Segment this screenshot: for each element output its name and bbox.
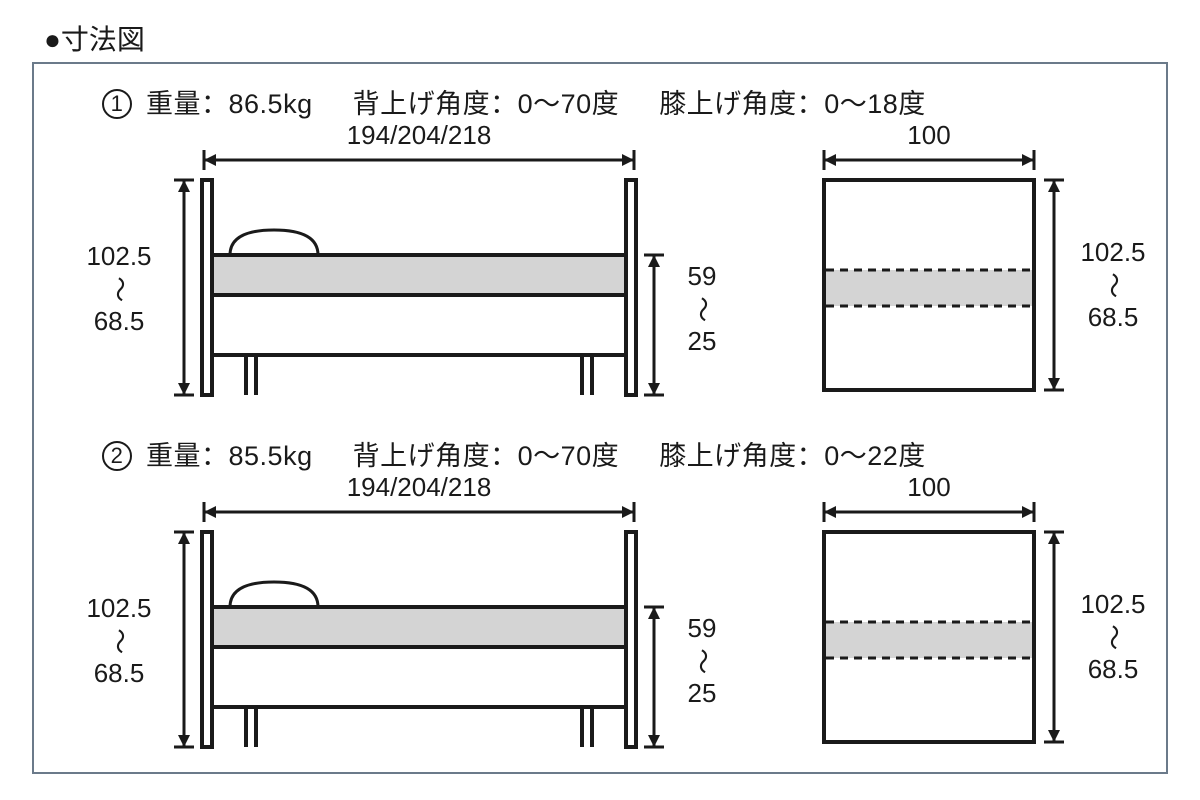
weight-value: 86.5kg: [229, 89, 313, 119]
bed-row-1: 1 重量：86.5kg 背上げ角度：0～70度 膝上げ角度：0～18度: [34, 70, 1166, 420]
front-right-height-dim: 102.5 ～ 68.5: [1068, 588, 1158, 686]
weight-label: 重量：: [146, 89, 229, 119]
spec-line-2: 2 重量：85.5kg 背上げ角度：0～70度 膝上げ角度：0～22度: [102, 434, 926, 473]
diagram-frame: 1 重量：86.5kg 背上げ角度：0～70度 膝上げ角度：0～18度: [32, 62, 1168, 774]
side-view-svg: [74, 120, 734, 410]
side-length-dim: 194/204/218: [314, 472, 524, 503]
knee-angle-label: 膝上げ角度：: [659, 441, 824, 471]
side-right-height-dim: 59 ～ 25: [672, 612, 732, 710]
weight-value: 85.5kg: [229, 441, 313, 471]
front-view-2: 100 102.5 ～ 68.5: [794, 472, 1154, 762]
tilde-icon: ～: [103, 244, 136, 334]
tilde-icon: ～: [1097, 592, 1130, 682]
tilde-icon: ～: [1097, 240, 1130, 330]
tilde-icon: ～: [686, 631, 719, 691]
knee-angle-label: 膝上げ角度：: [659, 89, 824, 119]
tilde-icon: ～: [686, 279, 719, 339]
back-angle-value: 0～70度: [518, 441, 620, 471]
back-angle-value: 0～70度: [518, 89, 620, 119]
spec-line-1: 1 重量：86.5kg 背上げ角度：0～70度 膝上げ角度：0～18度: [102, 82, 926, 121]
side-left-height-dim: 102.5 ～ 68.5: [74, 240, 164, 338]
row-number-1: 1: [102, 89, 132, 119]
front-right-height-dim: 102.5 ～ 68.5: [1068, 236, 1158, 334]
side-right-height-dim: 59 ～ 25: [672, 260, 732, 358]
row-number-2: 2: [102, 441, 132, 471]
back-angle-label: 背上げ角度：: [353, 89, 518, 119]
back-angle-label: 背上げ角度：: [353, 441, 518, 471]
knee-angle-value: 0～22度: [824, 441, 926, 471]
front-width-dim: 100: [894, 120, 964, 151]
page-title: ●寸法図: [44, 18, 145, 58]
side-view-2: 194/204/218 102.5 ～ 68.5 59 ～ 25: [74, 472, 734, 762]
tilde-icon: ～: [103, 596, 136, 686]
knee-angle-value: 0～18度: [824, 89, 926, 119]
bed-row-2: 2 重量：85.5kg 背上げ角度：0～70度 膝上げ角度：0～22度: [34, 422, 1166, 772]
front-view-1: 100 102.5 ～ 68.5: [794, 120, 1154, 410]
side-length-dim: 194/204/218: [314, 120, 524, 151]
side-left-height-dim: 102.5 ～ 68.5: [74, 592, 164, 690]
side-view-svg: [74, 472, 734, 762]
side-view-1: 194/204/218 102.5 ～ 68.5 59 ～ 25: [74, 120, 734, 410]
front-width-dim: 100: [894, 472, 964, 503]
weight-label: 重量：: [146, 441, 229, 471]
